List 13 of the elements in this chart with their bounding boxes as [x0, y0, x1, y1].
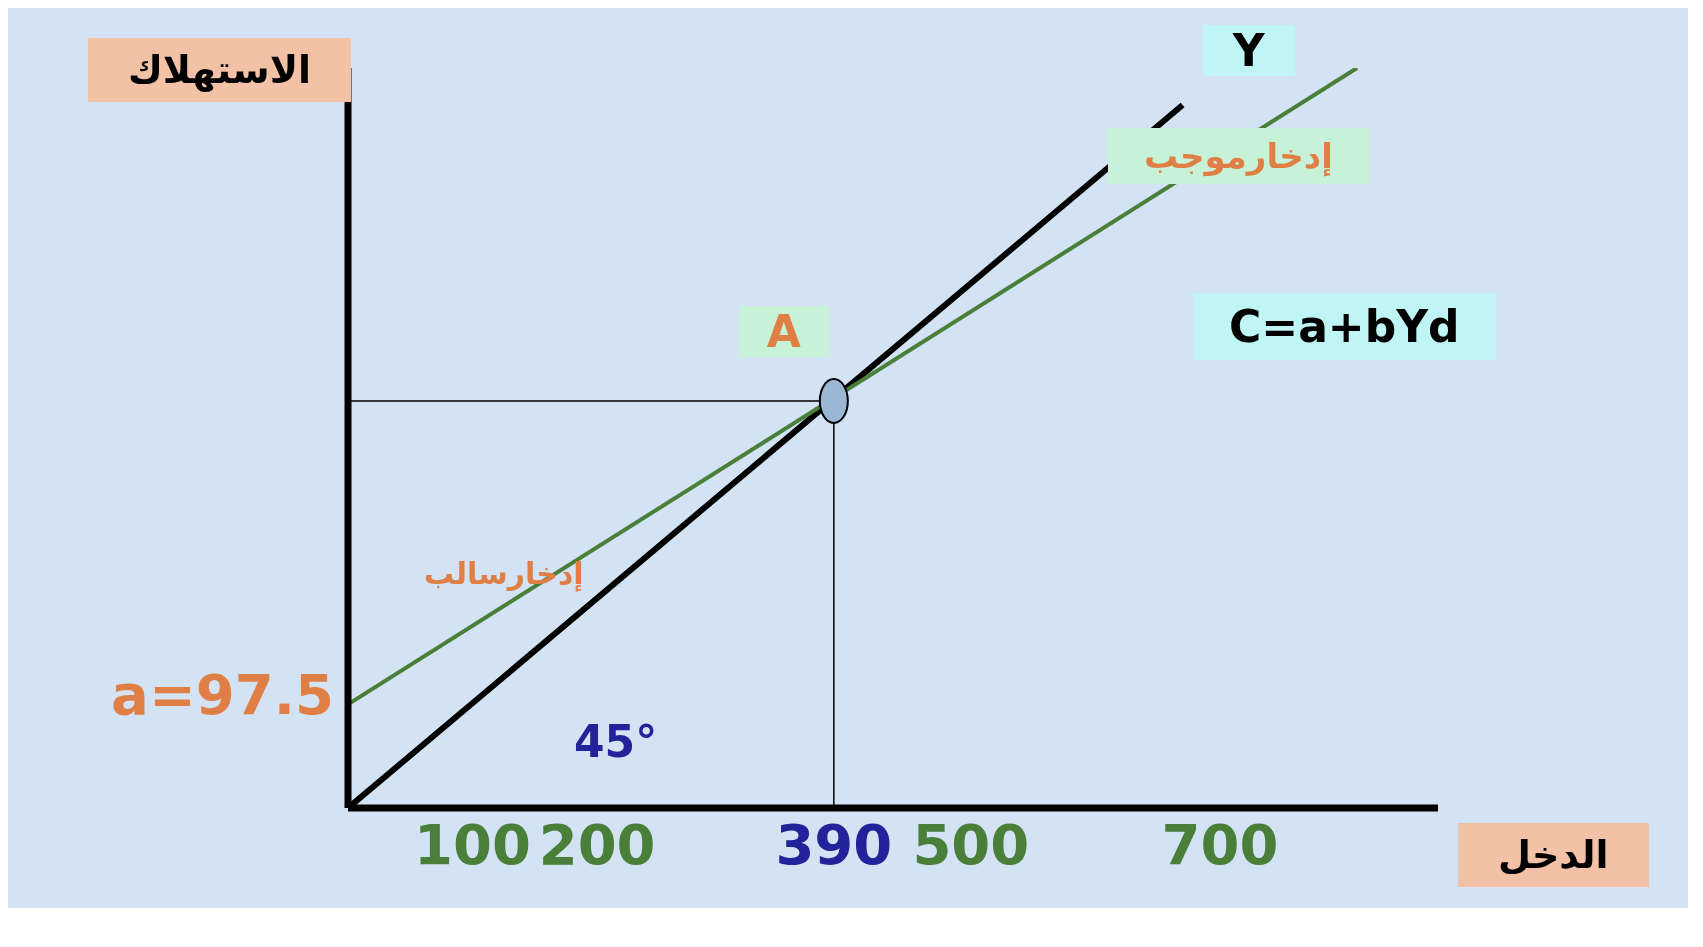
annotation: 45° [573, 715, 659, 769]
x-tick-label: 500 [912, 812, 1030, 877]
x-tick-label: 390 [775, 812, 893, 877]
x-tick-label: 700 [1161, 812, 1279, 877]
x-tick-label: 200 [538, 812, 656, 877]
annotation: A [738, 306, 829, 357]
annotation: إدخارموجب [1108, 128, 1369, 184]
x-tick-label: 100 [414, 812, 532, 877]
y-axis-title: الاستهلاك [88, 38, 351, 102]
annotation: C=a+bYd [1193, 293, 1496, 360]
x-axis-title: الدخل [1458, 823, 1649, 887]
series-label: Y [1202, 25, 1295, 76]
annotation: a=97.5 [111, 662, 334, 728]
